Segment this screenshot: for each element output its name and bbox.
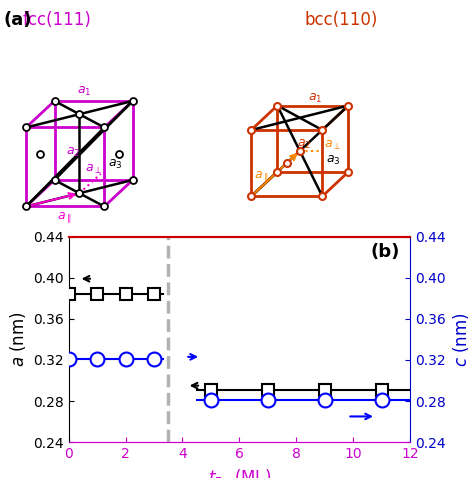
Text: bcc(110): bcc(110) [305,11,378,29]
Y-axis label: $a$ (nm): $a$ (nm) [8,312,27,367]
Text: $a_{\parallel}$: $a_{\parallel}$ [57,210,71,225]
Text: $a_3$: $a_3$ [326,154,341,167]
Text: $a_\perp$: $a_\perp$ [85,163,102,176]
Y-axis label: $c$ (nm): $c$ (nm) [451,312,471,367]
Text: $a_{\parallel}$: $a_{\parallel}$ [254,170,268,185]
Text: $a_3$: $a_3$ [108,158,123,171]
X-axis label: $t_{\mathrm{Fe}}$ (ML): $t_{\mathrm{Fe}}$ (ML) [208,467,271,478]
Text: $a_1$: $a_1$ [308,91,322,105]
Text: (a): (a) [4,11,32,29]
Text: fcc(111): fcc(111) [22,11,91,29]
Text: $a_2$: $a_2$ [66,146,81,159]
Text: (b): (b) [370,243,400,261]
Text: $a_2$: $a_2$ [298,138,312,151]
Text: $a_1$: $a_1$ [77,85,91,98]
Text: $a_\perp$: $a_\perp$ [324,140,340,152]
